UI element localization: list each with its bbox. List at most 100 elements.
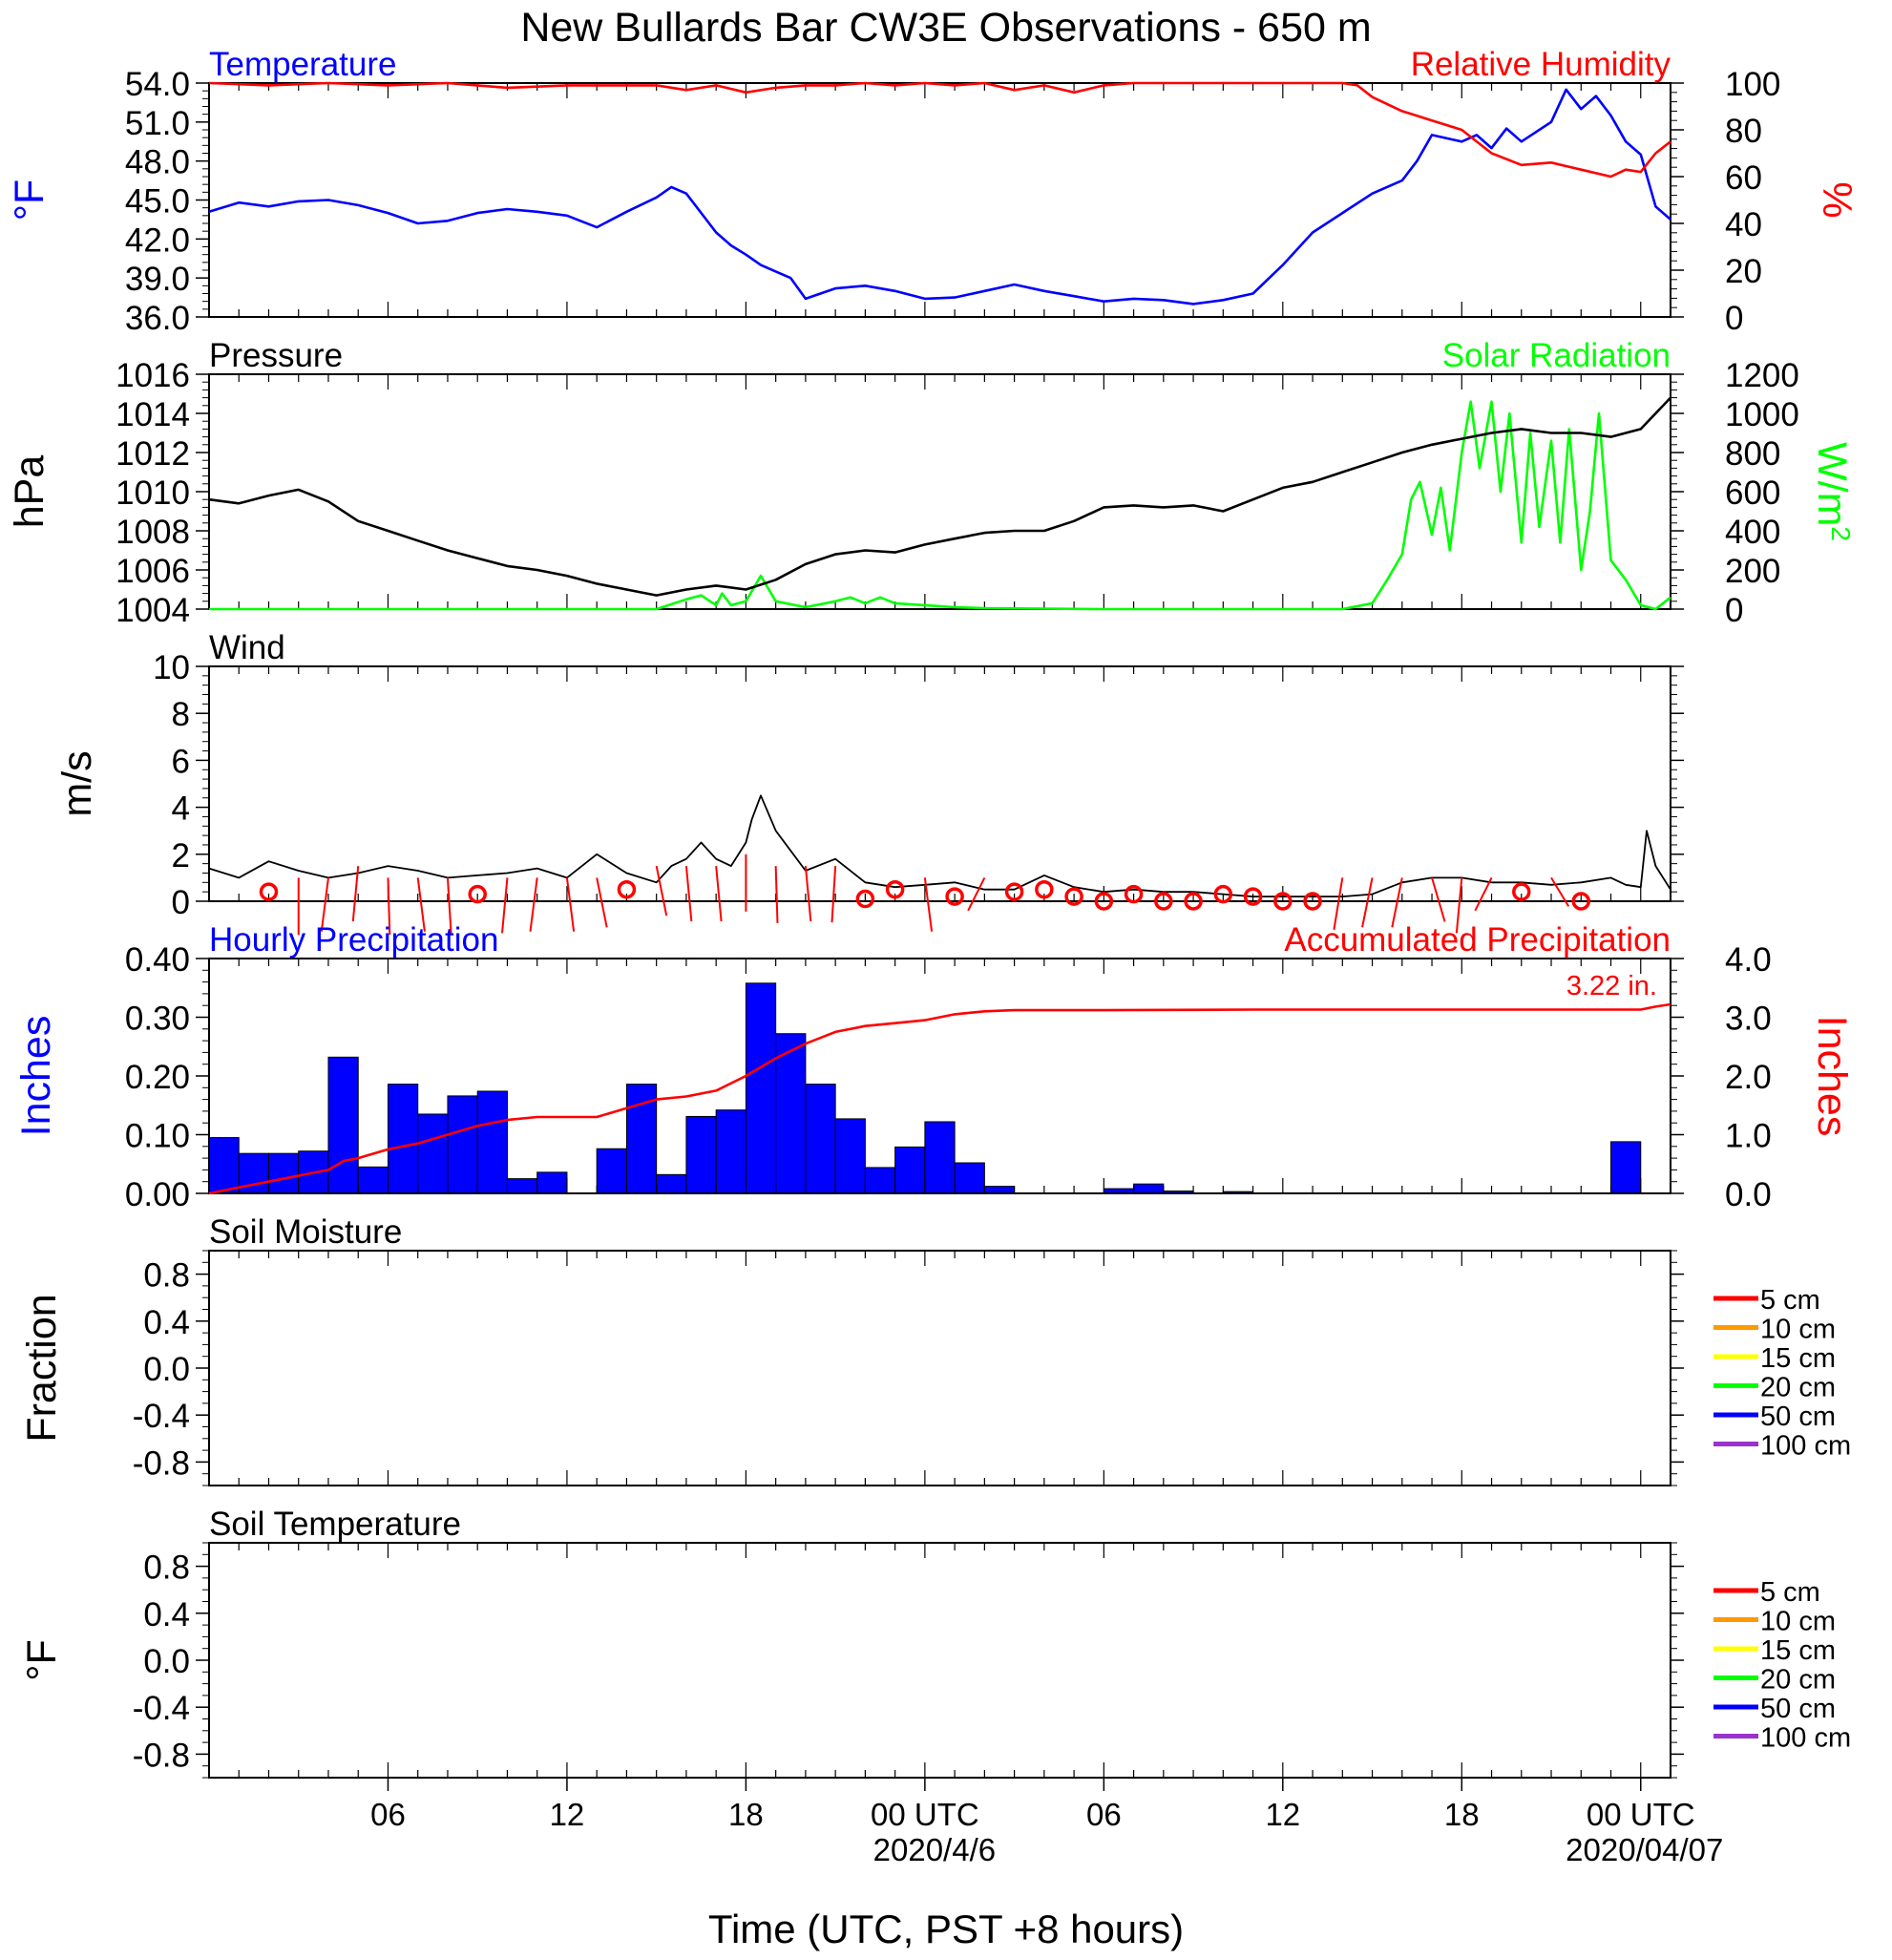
wind-barb-calm bbox=[1124, 884, 1144, 904]
y-tick-label: 39.0 bbox=[125, 261, 190, 298]
wind-barb bbox=[1455, 877, 1463, 934]
precip-bar bbox=[834, 1118, 866, 1194]
x-axis-title: Time (UTC, PST +8 hours) bbox=[708, 1907, 1184, 1951]
wind-barb-calm bbox=[945, 887, 964, 906]
precip-bar bbox=[954, 1162, 985, 1194]
series-solar-radiation bbox=[209, 400, 1671, 611]
y-right-tick-label: 200 bbox=[1725, 553, 1780, 590]
wind-barb-calm bbox=[1094, 892, 1114, 911]
precip-bar bbox=[983, 1186, 1016, 1194]
wind-barb bbox=[684, 866, 693, 922]
precip-bar bbox=[1133, 1183, 1165, 1194]
y-tick-label: 0.8 bbox=[143, 1549, 190, 1587]
wind-barb bbox=[416, 877, 426, 932]
y-tick-label: 0.0 bbox=[143, 1643, 190, 1680]
wind-barb bbox=[1474, 876, 1493, 912]
x-tick-label: 18 bbox=[728, 1797, 764, 1832]
y-right-tick-label: 1000 bbox=[1725, 396, 1799, 433]
wind-barb bbox=[351, 866, 360, 922]
x-date-label: 2020/04/07 bbox=[1566, 1832, 1723, 1867]
y-right-tick-label: 1200 bbox=[1725, 357, 1799, 394]
panels: 54.051.048.045.042.039.036.0100806040200… bbox=[7, 46, 1860, 1779]
precip-bar bbox=[715, 1109, 746, 1194]
y-tick-label: 0.00 bbox=[125, 1176, 190, 1213]
y-tick-label: 51.0 bbox=[125, 105, 190, 142]
legend-label: 50 cm bbox=[1760, 1402, 1836, 1432]
plot-frame bbox=[208, 1542, 1671, 1779]
wind-barb-calm bbox=[1213, 884, 1233, 904]
wind-barb bbox=[1550, 876, 1570, 907]
wind-barb bbox=[501, 877, 509, 934]
y-tick-label: -0.4 bbox=[133, 1398, 190, 1435]
panel-title: Wind bbox=[209, 629, 285, 666]
plot-frame bbox=[208, 373, 1671, 610]
precip-bar bbox=[476, 1090, 508, 1194]
panel-soil-moisture: 0.8 0.4 0.0 -0.4 -0.8 Soil Moisture Fraction 5 … bbox=[19, 1213, 1851, 1486]
x-tick-label: 06 bbox=[1086, 1797, 1122, 1832]
legend-label: 100 cm bbox=[1760, 1723, 1851, 1754]
wind-barb bbox=[1431, 877, 1446, 922]
accumulated-total-label: 3.22 in. bbox=[1566, 971, 1657, 1001]
y-axis-title: hPa bbox=[7, 455, 53, 529]
y-right-tick-label: 600 bbox=[1725, 474, 1780, 512]
y-tick-label: 1014 bbox=[116, 396, 190, 433]
y-right-tick-label: 2.0 bbox=[1725, 1059, 1772, 1096]
wind-barb-calm bbox=[1512, 882, 1531, 901]
wind-barb-calm bbox=[855, 889, 875, 909]
y-right-tick-label: 0 bbox=[1725, 592, 1743, 629]
series-temperature bbox=[208, 88, 1671, 306]
y-axis-right-title: % bbox=[1814, 181, 1860, 218]
series-accumulated-precip bbox=[208, 1002, 1671, 1195]
y-axis-title: Fraction bbox=[19, 1294, 65, 1442]
wind-barb bbox=[446, 877, 452, 935]
legend-label: 100 cm bbox=[1760, 1431, 1851, 1462]
y-right-tick-label: 100 bbox=[1725, 66, 1780, 103]
x-date-label: 2020/4/6 bbox=[873, 1832, 996, 1867]
y-axis-right-title: Inches bbox=[1809, 1016, 1855, 1137]
panel-title: Soil Temperature bbox=[209, 1506, 461, 1543]
y-axis-right-title: W/m2 bbox=[1809, 442, 1856, 541]
plot-frame bbox=[208, 82, 1671, 318]
legend-label: 10 cm bbox=[1760, 1607, 1836, 1637]
y-tick-label: 45.0 bbox=[125, 183, 190, 221]
panel-title: Pressure bbox=[209, 337, 343, 374]
y-tick-label: 0 bbox=[172, 884, 190, 921]
panel-title-right: Solar Radiation bbox=[1442, 337, 1671, 374]
y-tick-label: 0.20 bbox=[125, 1059, 190, 1096]
wind-barb bbox=[387, 877, 391, 936]
panel-precipitation: 0.40 0.30 0.20 0.10 0.00 4.0 3.0 2.0 1.0 0.0 Hourl… bbox=[13, 921, 1855, 1213]
legend-label: 5 cm bbox=[1760, 1577, 1820, 1608]
precip-bar bbox=[745, 982, 777, 1194]
wind-barb-calm bbox=[1243, 887, 1263, 906]
x-tick-label: 12 bbox=[1265, 1797, 1300, 1832]
legend-label: 10 cm bbox=[1760, 1315, 1836, 1345]
y-tick-label: 1016 bbox=[116, 357, 190, 394]
y-tick-label: 0.40 bbox=[125, 941, 190, 979]
precip-bar bbox=[417, 1113, 449, 1194]
panel-title: Temperature bbox=[209, 46, 396, 83]
panel-title-right: Accumulated Precipitation bbox=[1284, 921, 1671, 959]
y-tick-label: 10 bbox=[153, 649, 190, 686]
panel-title-right: Relative Humidity bbox=[1411, 46, 1671, 83]
precip-bar bbox=[656, 1173, 687, 1194]
legend-label: 50 cm bbox=[1760, 1694, 1836, 1724]
y-tick-label: 0.4 bbox=[143, 1304, 190, 1341]
wind-barb bbox=[1333, 877, 1344, 930]
y-tick-label: 1012 bbox=[116, 435, 190, 473]
wind-barb-calm bbox=[1303, 892, 1322, 911]
y-right-tick-label: 80 bbox=[1725, 113, 1762, 150]
wind-barb-calm bbox=[1035, 879, 1054, 899]
precip-bar bbox=[894, 1146, 926, 1194]
y-tick-label: 1006 bbox=[116, 553, 190, 590]
y-right-tick-label: 400 bbox=[1725, 514, 1780, 551]
wind-barb bbox=[1361, 877, 1374, 928]
precip-bar bbox=[864, 1167, 896, 1194]
legend-label: 20 cm bbox=[1760, 1373, 1836, 1403]
legend-label: 15 cm bbox=[1760, 1343, 1836, 1374]
y-axis-title: °F bbox=[19, 1639, 65, 1680]
wind-barb bbox=[804, 866, 812, 922]
